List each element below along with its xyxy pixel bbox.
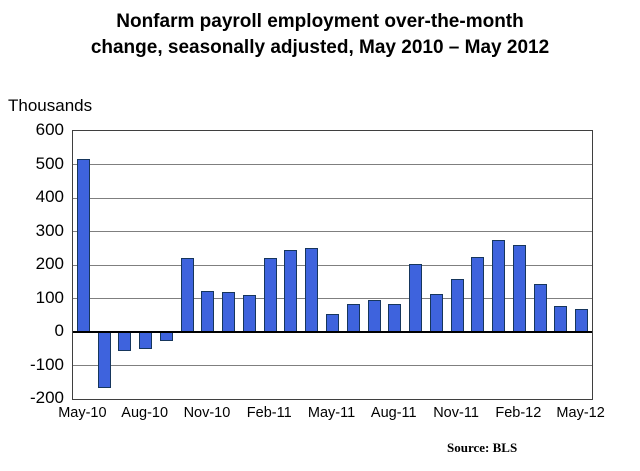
y-tick-label-600: 600 bbox=[35, 120, 64, 139]
chart-title: Nonfarm payroll employment over-the-mont… bbox=[0, 9, 640, 61]
bar-Jun-10 bbox=[97, 332, 111, 388]
x-tick-label-Aug-10: Aug-10 bbox=[121, 405, 169, 421]
bar-Jan-11 bbox=[242, 295, 256, 332]
bar-Mar-11 bbox=[284, 249, 298, 332]
bar-Apr-12 bbox=[554, 306, 568, 332]
gridline--100 bbox=[73, 365, 592, 366]
x-tick-label-May-10: May-10 bbox=[58, 405, 107, 421]
x-tick-label-Aug-11: Aug-11 bbox=[370, 405, 417, 421]
zero-axis-line bbox=[73, 331, 592, 333]
bar-Apr-11 bbox=[305, 247, 319, 332]
x-axis-tick-labels: May-10 Aug-10 Nov-10 Feb-11 May-11 Aug-11 Nov-… bbox=[58, 405, 605, 425]
x-tick-label-Feb-11: Feb-11 bbox=[246, 405, 292, 421]
y-axis-unit-label: Thousands bbox=[8, 96, 93, 115]
y-tick-label--100: -100 bbox=[29, 354, 64, 374]
y-tick-label-500: 500 bbox=[35, 153, 64, 173]
x-tick-label-May-12: May-12 bbox=[556, 405, 605, 421]
plot-area bbox=[72, 130, 593, 400]
bar-Feb-11 bbox=[263, 258, 277, 332]
y-axis-tick-labels: 600 500 400 300 200 100 0 -100 -200 bbox=[0, 121, 64, 407]
gridline-500 bbox=[73, 164, 592, 165]
bar-Nov-10 bbox=[201, 291, 215, 332]
source-label: Source: BLS bbox=[447, 440, 518, 455]
bar-Oct-11 bbox=[429, 294, 443, 332]
bar-Jul-10 bbox=[118, 332, 132, 352]
x-tick-label-Nov-10: Nov-10 bbox=[183, 405, 231, 421]
bar-Jul-11 bbox=[367, 299, 381, 332]
y-tick-label-300: 300 bbox=[35, 220, 64, 240]
bar-May-12 bbox=[575, 308, 589, 332]
gridline-400 bbox=[73, 197, 592, 199]
x-tick-label-May-11: May-11 bbox=[307, 405, 356, 421]
bar-May-11 bbox=[326, 313, 339, 332]
bar-Nov-11 bbox=[450, 279, 464, 332]
y-tick-label--200: -200 bbox=[29, 388, 64, 407]
bar-Feb-12 bbox=[512, 245, 526, 332]
bar-May-10 bbox=[76, 159, 90, 332]
x-tick-label-Feb-12: Feb-12 bbox=[495, 405, 542, 421]
y-tick-label-100: 100 bbox=[35, 287, 64, 307]
bar-Mar-12 bbox=[533, 284, 547, 332]
chart-title-line2: change, seasonally adjusted, May 2010 – … bbox=[90, 37, 550, 58]
bar-Sep-10 bbox=[159, 332, 173, 342]
y-tick-label-0: 0 bbox=[54, 321, 64, 340]
bar-Jun-11 bbox=[346, 303, 360, 332]
bar-Dec-11 bbox=[471, 257, 485, 332]
gridline-200 bbox=[73, 264, 592, 266]
gridline-100 bbox=[73, 298, 592, 299]
bar-Oct-10 bbox=[180, 258, 194, 332]
x-tick-label-Nov-11: Nov-11 bbox=[433, 405, 479, 421]
gridline-300 bbox=[73, 231, 592, 232]
chart-title-line1: Nonfarm payroll employment over-the-mont… bbox=[116, 11, 524, 32]
y-tick-label-200: 200 bbox=[35, 254, 64, 273]
y-tick-label-400: 400 bbox=[35, 187, 64, 206]
bar-Sep-11 bbox=[409, 264, 423, 332]
bar-Aug-10 bbox=[139, 332, 153, 350]
bar-Dec-10 bbox=[222, 291, 236, 332]
bar-Aug-11 bbox=[388, 303, 402, 332]
bar-Jan-12 bbox=[492, 239, 506, 332]
